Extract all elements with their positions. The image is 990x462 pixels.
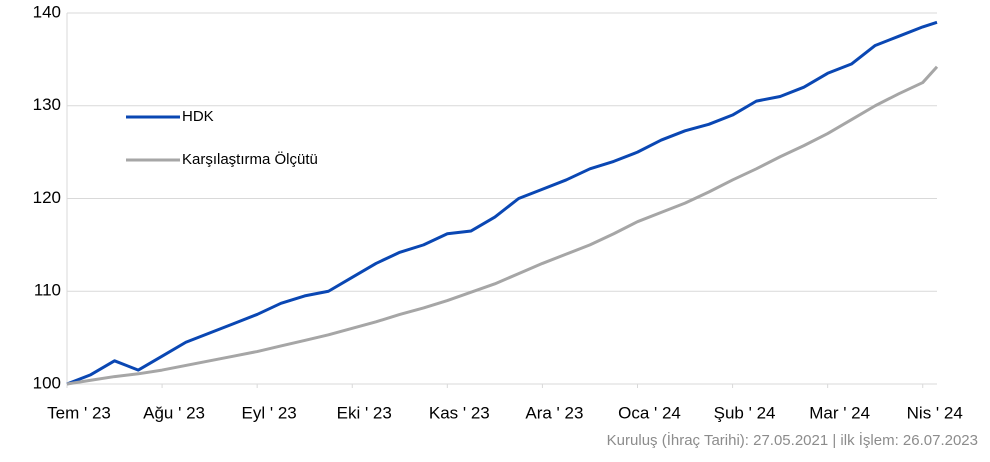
series-line [66, 20, 938, 386]
x-tick-label: Nis ' 24 [907, 403, 963, 422]
y-tick-label: 120 [33, 188, 61, 207]
x-tick-label: Ara ' 23 [525, 403, 583, 422]
y-tick-label: 140 [33, 2, 61, 21]
legend-label: HDK [182, 108, 214, 125]
y-tick-label: 110 [34, 281, 61, 300]
legend-label: Karşılaştırma Ölçütü [182, 150, 318, 168]
x-tick-label: Eki ' 23 [337, 403, 392, 422]
x-tick-label: Kas ' 23 [429, 403, 490, 422]
footnote: Kuruluş (İhraç Tarihi): 27.05.2021 | ilk… [607, 431, 978, 449]
x-tick-label: Şub ' 24 [714, 403, 776, 422]
y-tick-label: 130 [33, 95, 61, 114]
x-tick-label: Eyl ' 23 [242, 403, 297, 422]
series-line [66, 65, 939, 386]
x-tick-label: Ağu ' 23 [143, 403, 205, 422]
x-tick-label: Mar ' 24 [809, 403, 870, 422]
x-tick-label: Tem ' 23 [47, 403, 111, 422]
y-tick-label: 100 [33, 373, 61, 392]
x-tick-label: Oca ' 24 [618, 403, 681, 422]
